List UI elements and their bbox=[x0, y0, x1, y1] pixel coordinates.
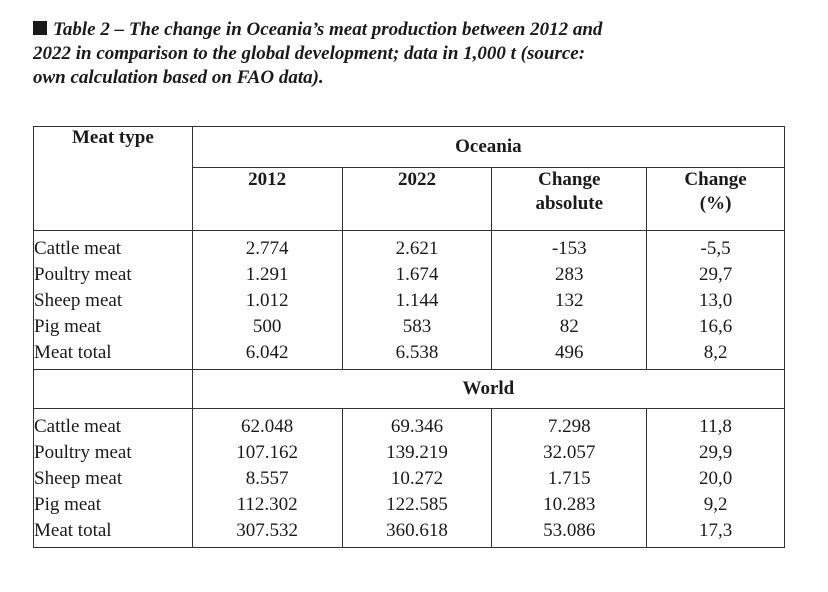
value: 112.302 bbox=[236, 494, 298, 515]
value-cell-2022: 69.346 139.219 10.272 122.585 360.618 bbox=[341, 408, 493, 548]
value: 1.674 bbox=[395, 264, 439, 285]
value-cell-2012: 2.774 1.291 1.012 500 6.042 bbox=[191, 230, 343, 370]
value: 1.715 bbox=[547, 468, 591, 489]
value: 6.538 bbox=[395, 342, 439, 363]
value: -153 bbox=[551, 238, 587, 259]
value: 7.298 bbox=[547, 416, 591, 437]
value: 62.048 bbox=[241, 416, 294, 437]
world-header-spacer bbox=[33, 369, 193, 409]
row-label: Cattle meat bbox=[34, 238, 122, 259]
value-cell-change-percent: 11,8 29,9 20,0 9,2 17,3 bbox=[646, 408, 785, 548]
value: 20,0 bbox=[698, 468, 733, 489]
value: -5,5 bbox=[700, 238, 731, 259]
value-cell-change-absolute: -153 283 132 82 496 bbox=[491, 230, 648, 370]
table-caption: Table 2 – The change in Oceania’s meat p… bbox=[33, 18, 733, 90]
value: 53.086 bbox=[543, 520, 596, 541]
value: 13,0 bbox=[698, 290, 733, 311]
value: 1.012 bbox=[245, 290, 289, 311]
value: 10.283 bbox=[543, 494, 596, 515]
value: 29,9 bbox=[698, 442, 733, 463]
meat-type-cell: Cattle meat Poultry meat Sheep meat Pig … bbox=[33, 230, 193, 370]
caption-text-1: Table 2 – The change in Oceania’s meat p… bbox=[53, 19, 603, 40]
value: 132 bbox=[555, 290, 584, 311]
value: 583 bbox=[402, 316, 432, 337]
row-label: Pig meat bbox=[34, 494, 102, 515]
value: 496 bbox=[555, 342, 584, 363]
table-row: Cattle meat Poultry meat Sheep meat Pig … bbox=[33, 230, 785, 370]
meat-type-cell: Cattle meat Poultry meat Sheep meat Pig … bbox=[33, 408, 193, 548]
column-header-line: Change bbox=[684, 169, 747, 190]
value-cell-2022: 2.621 1.674 1.144 583 6.538 bbox=[341, 230, 493, 370]
value: 16,6 bbox=[698, 316, 733, 337]
value-cell-change-percent: -5,5 29,7 13,0 16,6 8,2 bbox=[646, 230, 785, 370]
value: 107.162 bbox=[236, 442, 299, 463]
column-header-line: (%) bbox=[699, 193, 732, 214]
column-header-change-absolute: Change absolute bbox=[491, 167, 648, 231]
value-cell-change-absolute: 7.298 32.057 1.715 10.283 53.086 bbox=[491, 408, 648, 548]
caption-line-2: 2022 in comparison to the global develop… bbox=[33, 43, 586, 64]
row-label: Sheep meat bbox=[34, 468, 123, 489]
meat-production-table: Meat type Oceania 2012 2022 Change absol… bbox=[33, 126, 786, 548]
value: 17,3 bbox=[698, 520, 733, 541]
value: 139.219 bbox=[386, 442, 448, 463]
value: 1.144 bbox=[395, 290, 439, 311]
region-header-world: World bbox=[191, 369, 786, 409]
row-label: Pig meat bbox=[34, 316, 102, 337]
value: 8,2 bbox=[703, 342, 728, 363]
value: 69.346 bbox=[390, 416, 444, 437]
value: 2.774 bbox=[245, 238, 289, 259]
row-label: Meat total bbox=[34, 342, 112, 363]
value: 32.057 bbox=[543, 442, 596, 463]
value: 1.291 bbox=[245, 264, 289, 285]
value: 9,2 bbox=[703, 494, 728, 515]
meat-type-header: Meat type bbox=[33, 126, 193, 231]
column-header-change-percent: Change (%) bbox=[646, 167, 785, 231]
value: 500 bbox=[252, 316, 282, 337]
value: 122.585 bbox=[386, 494, 448, 515]
column-header-line: 2022 bbox=[397, 169, 436, 190]
value: 8.557 bbox=[245, 468, 289, 489]
oceania-rows: Cattle meat Poultry meat Sheep meat Pig … bbox=[33, 230, 785, 370]
row-label: Poultry meat bbox=[34, 264, 132, 285]
row-label: Cattle meat bbox=[34, 416, 122, 437]
row-label: Meat total bbox=[34, 520, 112, 541]
column-header-line: 2012 bbox=[248, 169, 287, 190]
row-label: Poultry meat bbox=[34, 442, 132, 463]
value: 10.272 bbox=[390, 468, 444, 489]
region-header-oceania: Oceania bbox=[191, 126, 786, 168]
black-square-icon bbox=[33, 21, 47, 35]
value-cell-2012: 62.048 107.162 8.557 112.302 307.532 bbox=[191, 408, 343, 548]
caption-line-1: Table 2 – The change in Oceania’s meat p… bbox=[33, 18, 733, 42]
value: 6.042 bbox=[245, 342, 289, 363]
value: 29,7 bbox=[698, 264, 733, 285]
column-header-2012: 2012 bbox=[191, 167, 343, 231]
column-header-line: Change bbox=[538, 169, 601, 190]
column-header-2022: 2022 bbox=[341, 167, 493, 231]
caption-line-3: own calculation based on FAO data). bbox=[33, 67, 324, 88]
table-row: Cattle meat Poultry meat Sheep meat Pig … bbox=[33, 408, 785, 548]
value: 11,8 bbox=[699, 416, 732, 437]
value: 82 bbox=[559, 316, 579, 337]
world-rows: Cattle meat Poultry meat Sheep meat Pig … bbox=[33, 408, 785, 548]
value: 283 bbox=[555, 264, 584, 285]
value: 307.532 bbox=[236, 520, 299, 541]
row-label: Sheep meat bbox=[34, 290, 123, 311]
value: 2.621 bbox=[395, 238, 439, 259]
column-header-line: absolute bbox=[535, 193, 604, 214]
world-header-row: World bbox=[33, 369, 786, 409]
value: 360.618 bbox=[386, 520, 448, 541]
